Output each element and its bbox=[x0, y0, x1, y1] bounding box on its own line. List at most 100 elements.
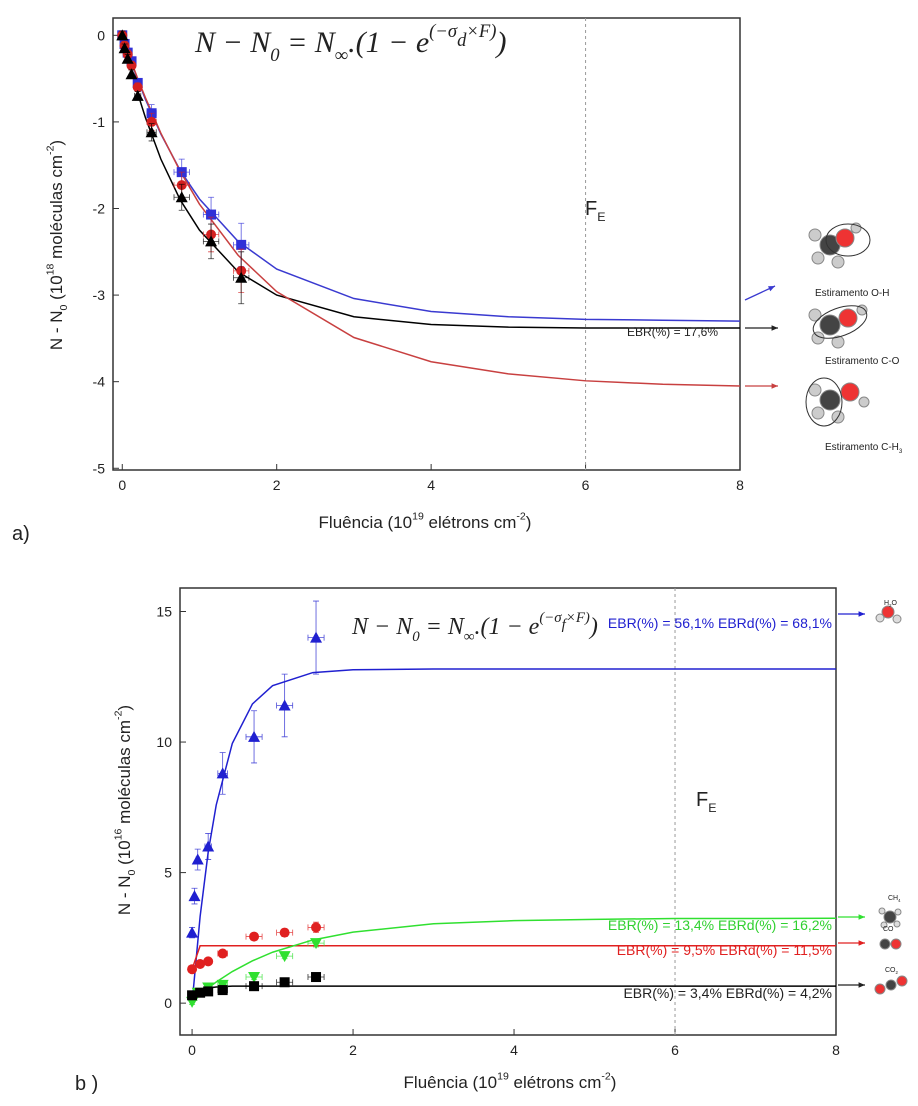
molecule-label-part: 2 bbox=[896, 970, 899, 975]
x-tick-label: 8 bbox=[736, 477, 744, 493]
y-tick-label: -4 bbox=[93, 374, 106, 390]
formula-part: .(1 − e bbox=[348, 26, 429, 59]
molecule-label-part: CH bbox=[888, 895, 898, 902]
arrow bbox=[838, 914, 865, 920]
fit-line bbox=[121, 35, 741, 322]
arrow-head bbox=[858, 982, 865, 988]
x-tick-label: 4 bbox=[427, 477, 435, 493]
formula-part: d bbox=[457, 30, 467, 51]
point bbox=[310, 938, 323, 950]
y-tick-label: -2 bbox=[93, 200, 106, 216]
point bbox=[217, 948, 228, 959]
x-axis-label-part: ) bbox=[611, 1073, 617, 1092]
y-axis-label-part: (10 bbox=[115, 840, 134, 869]
formula-part: 0 bbox=[270, 45, 280, 66]
molecule-label-part: H bbox=[884, 600, 889, 607]
point bbox=[249, 981, 260, 992]
y-tick-label: 5 bbox=[164, 865, 172, 881]
point bbox=[217, 985, 228, 996]
formula-part: 0 bbox=[412, 629, 420, 645]
fit-line bbox=[121, 35, 740, 329]
molecule-label-part: CO bbox=[883, 926, 894, 933]
y-tick-label: 0 bbox=[164, 995, 172, 1011]
molecule-label: CO bbox=[883, 926, 894, 933]
panel-label: b ) bbox=[75, 1073, 98, 1095]
point bbox=[132, 82, 143, 93]
y-axis-label-part: moléculas cm bbox=[115, 720, 134, 829]
y-axis-label-part: (10 bbox=[47, 275, 66, 304]
point bbox=[248, 972, 261, 984]
molecule-label: CO2 bbox=[885, 967, 899, 975]
formula: N − N0 = N∞.(1 − e(−σd×F)) bbox=[194, 21, 506, 66]
molecule-label-part: 2 bbox=[889, 603, 892, 608]
x-tick-label: 4 bbox=[510, 1042, 518, 1058]
formula-part: ×F) bbox=[566, 610, 590, 626]
point bbox=[187, 990, 198, 1001]
y-axis-label-part: -2 bbox=[45, 145, 57, 155]
point bbox=[186, 926, 199, 938]
x-tick-label: 8 bbox=[832, 1042, 840, 1058]
y-axis-label-part: moléculas cm bbox=[47, 155, 66, 264]
y-axis-label-part: N - N bbox=[47, 310, 66, 350]
x-tick-label: 6 bbox=[671, 1042, 679, 1058]
annotation: EBR(%) = 9,5% EBRd(%) = 11,5% bbox=[617, 942, 832, 958]
fit-line bbox=[191, 668, 836, 1004]
point bbox=[131, 89, 144, 101]
formula-part: = N bbox=[280, 26, 337, 59]
arrow-head bbox=[858, 940, 865, 946]
molecule-label: Estiramento C-O bbox=[825, 356, 900, 367]
plot-frame bbox=[179, 587, 837, 1036]
point bbox=[310, 631, 323, 643]
y-axis-label-part: 0 bbox=[126, 869, 138, 875]
molecule-label-part: 3 bbox=[899, 448, 903, 455]
formula-part: (−σ bbox=[429, 21, 458, 42]
y-axis-label-part: ) bbox=[47, 140, 66, 146]
point bbox=[248, 730, 261, 742]
y-tick-label: -1 bbox=[93, 114, 106, 130]
fe-label-part: E bbox=[708, 801, 716, 815]
point bbox=[195, 958, 206, 969]
point bbox=[125, 68, 138, 80]
annotation: EBR(%) = 56,1% EBRd(%) = 68,1% bbox=[608, 615, 832, 631]
point bbox=[206, 209, 217, 220]
point bbox=[175, 191, 188, 203]
formula: N − N0 = N∞.(1 − e(−σf×F)) bbox=[351, 610, 598, 645]
x-tick-label: 2 bbox=[273, 477, 281, 493]
point bbox=[188, 890, 201, 902]
formula-part: N − N bbox=[351, 614, 414, 640]
formula-part: ∞ bbox=[464, 629, 475, 645]
y-tick-label: -3 bbox=[93, 287, 106, 303]
fe-label-part: E bbox=[597, 210, 605, 224]
x-axis-label-part: 19 bbox=[412, 511, 424, 523]
point bbox=[278, 699, 291, 711]
plot-frame bbox=[112, 17, 741, 471]
point bbox=[279, 927, 290, 938]
annotation: EBR(%) = 17,6% bbox=[627, 325, 718, 339]
point bbox=[191, 853, 204, 865]
formula-part: .(1 − e bbox=[474, 614, 539, 640]
y-axis-label-part: N - N bbox=[115, 875, 134, 915]
y-tick-label: -5 bbox=[93, 460, 106, 476]
arrow-head bbox=[768, 286, 775, 292]
point bbox=[236, 239, 247, 250]
panel-label: a) bbox=[12, 523, 30, 545]
formula-part: ) bbox=[588, 614, 598, 640]
arrow bbox=[838, 982, 865, 988]
fe-label: FE bbox=[585, 198, 605, 224]
x-tick-label: 0 bbox=[118, 477, 126, 493]
point bbox=[202, 840, 215, 852]
y-axis-label-part: ) bbox=[115, 705, 134, 711]
formula-part: ∞ bbox=[335, 45, 348, 66]
point bbox=[311, 922, 322, 933]
x-axis-label: Fluência (1019 elétrons cm-2) bbox=[319, 511, 532, 533]
formula-part: ) bbox=[494, 26, 506, 59]
molecule-label: H2O bbox=[884, 600, 897, 608]
y-tick-label: 10 bbox=[156, 734, 172, 750]
fe-label: FE bbox=[696, 789, 716, 815]
y-tick-label: 15 bbox=[156, 603, 172, 619]
x-axis-label-part: Fluência (10 bbox=[319, 513, 413, 532]
point bbox=[121, 52, 134, 64]
point bbox=[195, 987, 206, 998]
arrow-head bbox=[771, 325, 778, 331]
